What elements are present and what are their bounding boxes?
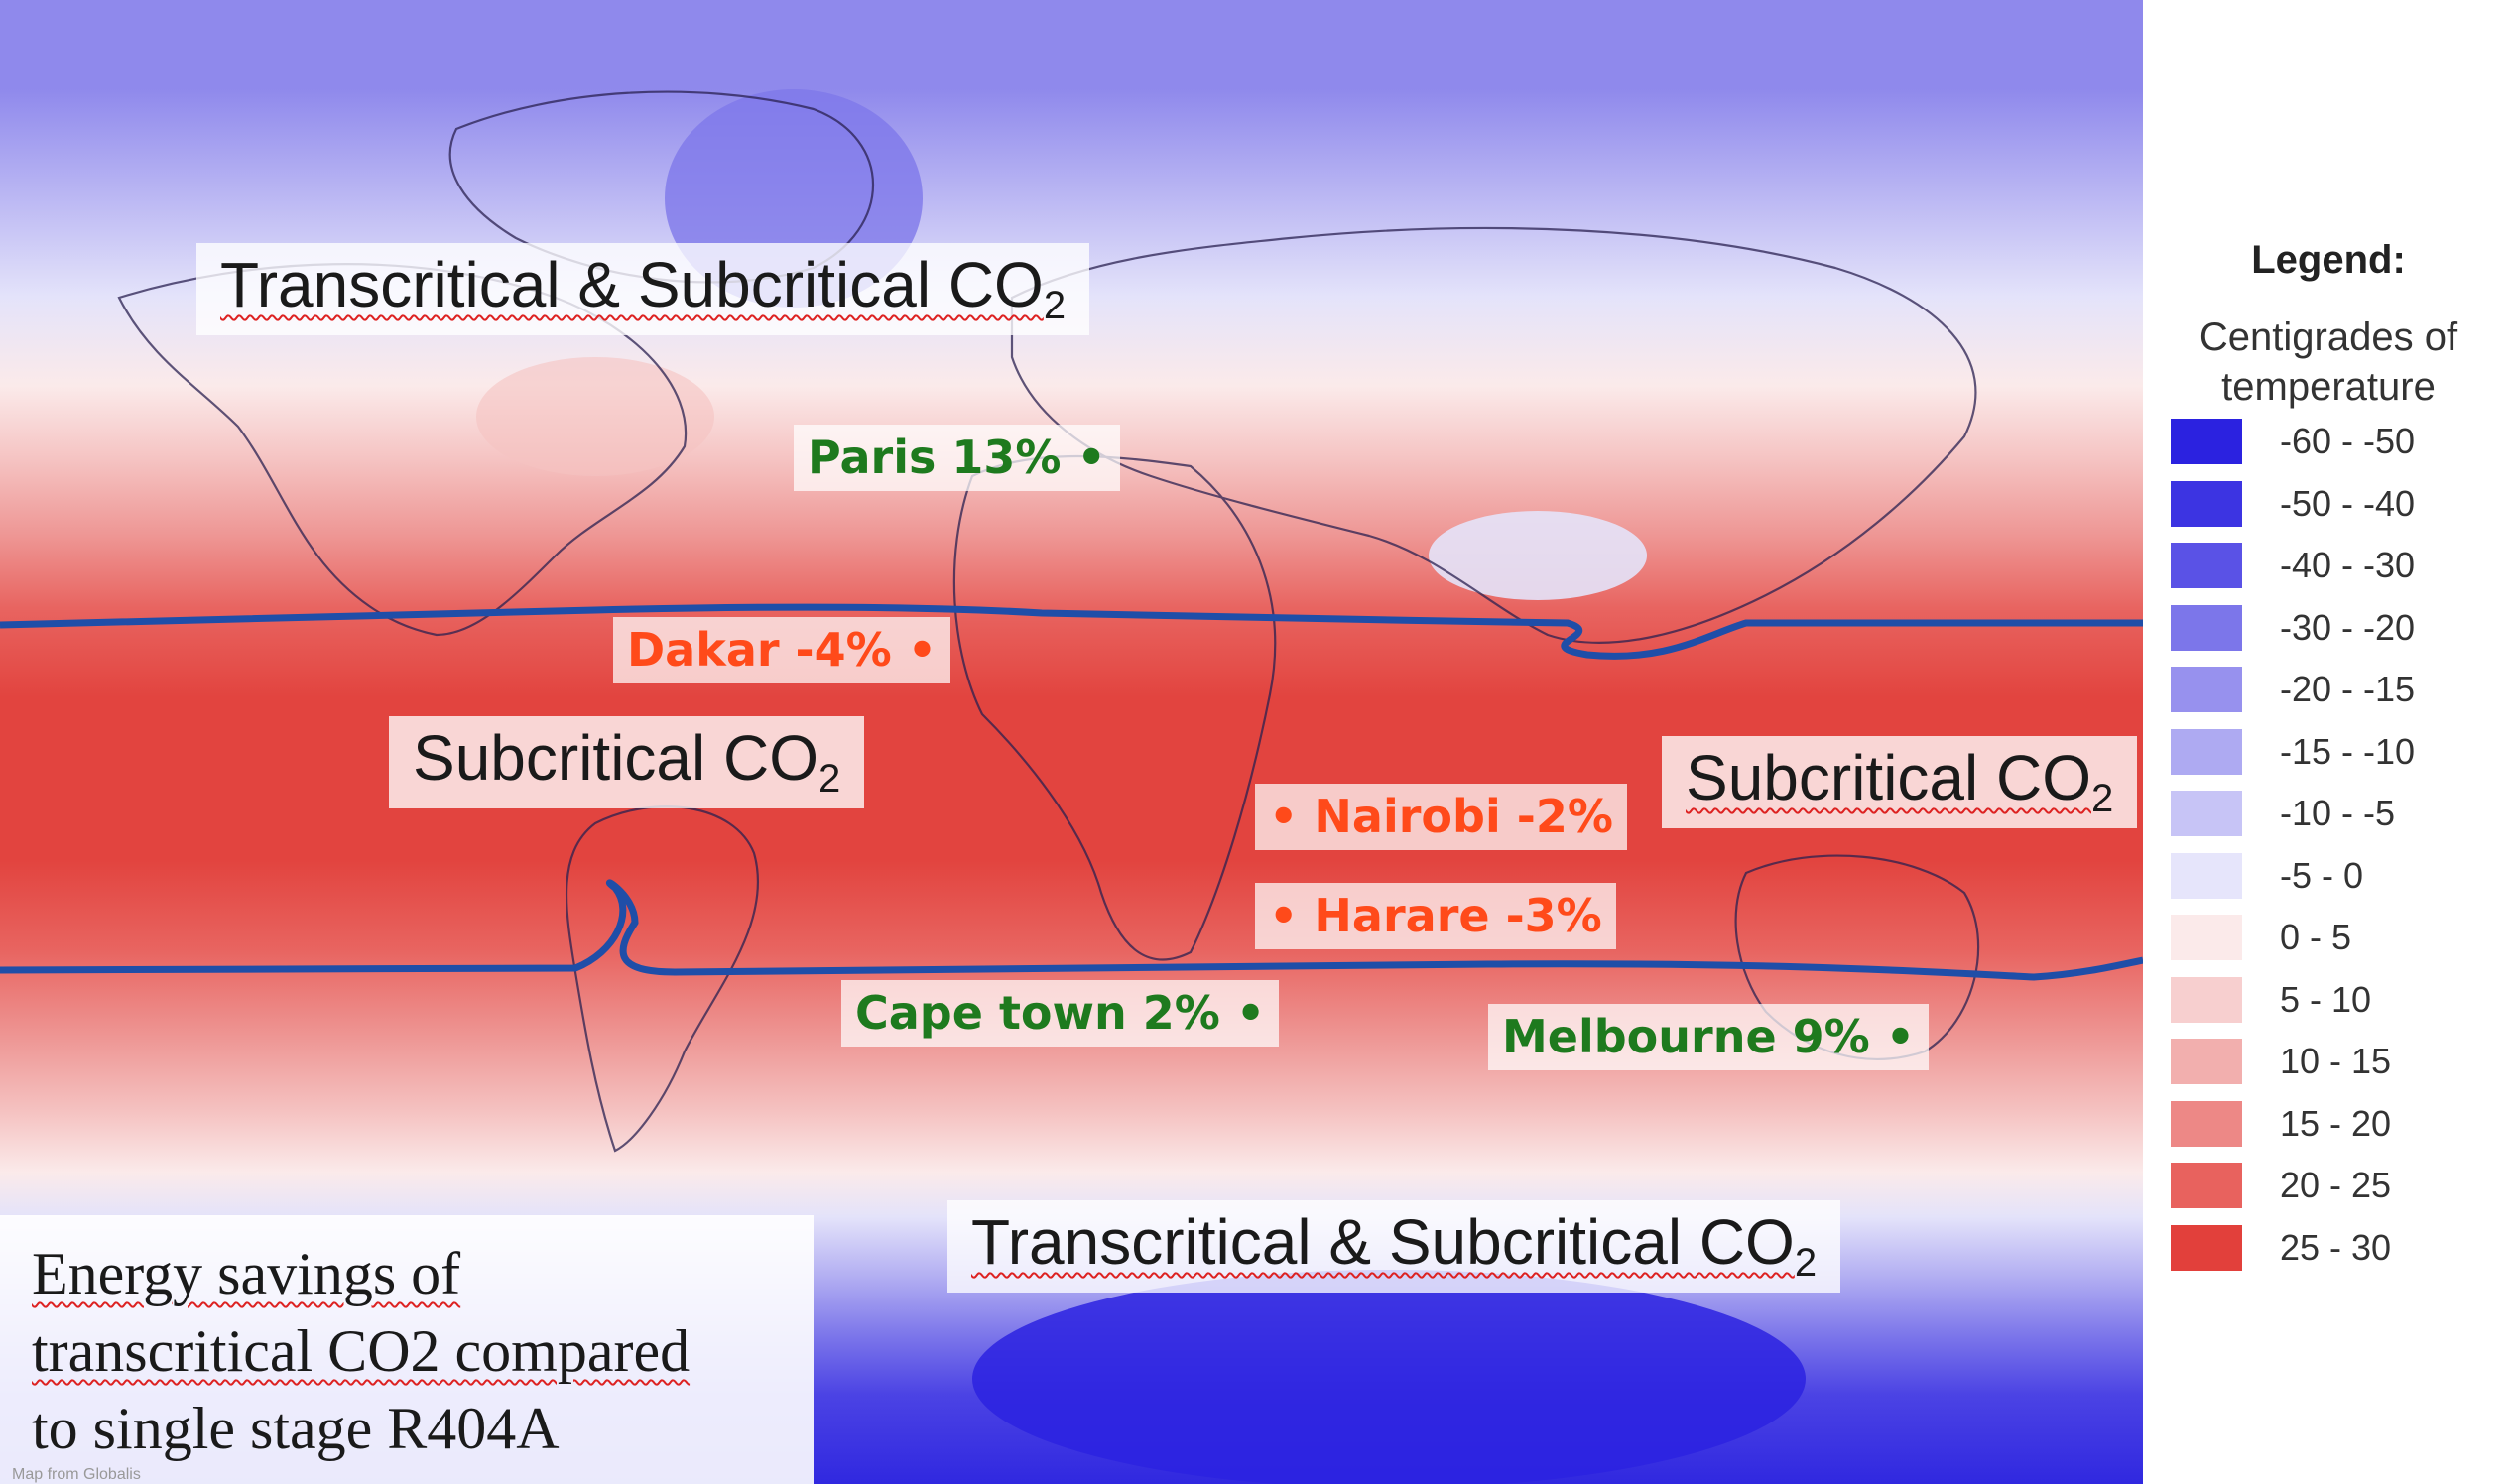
legend-label: -15 - -10 (2280, 730, 2416, 772)
legend-label: 10 - 15 (2280, 1041, 2392, 1081)
legend-subtitle: Centigrades of temperature (2143, 312, 2514, 412)
legend-swatch (2171, 915, 2242, 960)
legend-swatch (2171, 852, 2242, 899)
zone-label-north-sub: 2 (1043, 284, 1067, 327)
legend-item: 0 - 5 (2171, 913, 2498, 962)
zone-label-tropics-right-sub: 2 (2091, 777, 2114, 820)
legend-swatch (2171, 604, 2242, 651)
legend-item: -60 - -50 (2171, 417, 2498, 466)
legend-swatch (2171, 1224, 2242, 1271)
legend-label: -30 - -20 (2280, 606, 2416, 648)
city-nairobi-label: Nairobi -2% (1314, 790, 1613, 843)
city-harare-label: Harare -3% (1314, 889, 1602, 942)
legend-swatch (2171, 543, 2242, 588)
legend-item: -30 - -20 (2171, 603, 2498, 653)
legend-label: -40 - -30 (2280, 545, 2416, 585)
legend-item: 20 - 25 (2171, 1161, 2498, 1210)
legend-panel: Legend: Centigrades of temperature -60 -… (2143, 0, 2514, 1484)
legend-label: -60 - -50 (2280, 421, 2416, 461)
note-line-2: transcritical CO2 compared (32, 1318, 691, 1384)
legend-swatch (2171, 976, 2242, 1023)
legend-item: -20 - -15 (2171, 665, 2498, 714)
legend-item: -40 - -30 (2171, 541, 2498, 590)
legend-swatch (2171, 791, 2242, 836)
legend-item: 15 - 20 (2171, 1099, 2498, 1149)
legend-item: -5 - 0 (2171, 851, 2498, 901)
legend-item: -50 - -40 (2171, 479, 2498, 529)
city-paris-label: Paris 13% (808, 431, 1062, 484)
city-cape-town-label: Cape town 2% (855, 986, 1220, 1040)
legend-title: Legend: (2251, 238, 2406, 282)
legend-swatch (2171, 419, 2242, 464)
zone-label-tropics-left: Subcritical CO2 (389, 716, 865, 808)
note-line-3: to single stage R404A (32, 1396, 560, 1461)
zone-label-tropics-right-text: Subcritical CO (1686, 742, 2091, 813)
legend-item: -10 - -5 (2171, 789, 2498, 838)
city-cape-town: Cape town 2% • (841, 980, 1280, 1047)
zone-label-tropics-right: Subcritical CO2 (1662, 736, 2138, 828)
legend-subtitle-line2: temperature (2221, 365, 2436, 409)
zone-label-south: Transcritical & Subcritical CO2 (947, 1200, 1841, 1293)
zone-label-south-text: Transcritical & Subcritical CO (971, 1206, 1795, 1278)
legend-label: -10 - -5 (2280, 793, 2396, 833)
zone-label-tropics-left-text: Subcritical CO (413, 722, 818, 794)
map-credit: Map from Globalis (12, 1466, 141, 1483)
legend-label: 5 - 10 (2280, 978, 2372, 1020)
legend-item: 10 - 15 (2171, 1037, 2498, 1086)
legend-swatch (2171, 1039, 2242, 1084)
legend-label: 25 - 30 (2280, 1226, 2392, 1268)
legend-label: 0 - 5 (2280, 917, 2352, 957)
legend-swatch (2171, 728, 2242, 775)
city-harare: • Harare -3% (1255, 883, 1616, 949)
city-dakar-label: Dakar -4% (627, 623, 892, 677)
legend-swatch (2171, 480, 2242, 527)
legend-swatch (2171, 667, 2242, 712)
city-paris: Paris 13% • (794, 425, 1120, 491)
legend-item: -15 - -10 (2171, 727, 2498, 777)
city-melbourne: Melbourne 9% • (1488, 1004, 1930, 1070)
legend-swatch (2171, 1163, 2242, 1208)
note-line-1: Energy savings of (32, 1241, 461, 1306)
zone-label-tropics-left-sub: 2 (818, 757, 841, 801)
legend-subtitle-line1: Centigrades of (2199, 315, 2458, 359)
legend-label: -5 - 0 (2280, 854, 2364, 896)
legend-item: 25 - 30 (2171, 1223, 2498, 1273)
legend-item: 5 - 10 (2171, 975, 2498, 1025)
zone-label-north: Transcritical & Subcritical CO2 (196, 243, 1090, 335)
city-dakar: Dakar -4% • (613, 617, 951, 683)
legend-label: -20 - -15 (2280, 669, 2416, 709)
legend-label: 15 - 20 (2280, 1102, 2392, 1144)
city-nairobi: • Nairobi -2% (1255, 784, 1627, 850)
legend-label: 20 - 25 (2280, 1165, 2392, 1205)
temperature-map: Transcritical & Subcritical CO2 Subcriti… (0, 0, 2143, 1484)
legend-swatch (2171, 1100, 2242, 1147)
zone-label-north-text: Transcritical & Subcritical CO (220, 249, 1044, 320)
energy-savings-note: Energy savings of transcritical CO2 comp… (0, 1215, 814, 1484)
zone-label-south-sub: 2 (1794, 1241, 1818, 1285)
city-melbourne-label: Melbourne 9% (1502, 1010, 1870, 1063)
legend-label: -50 - -40 (2280, 482, 2416, 524)
